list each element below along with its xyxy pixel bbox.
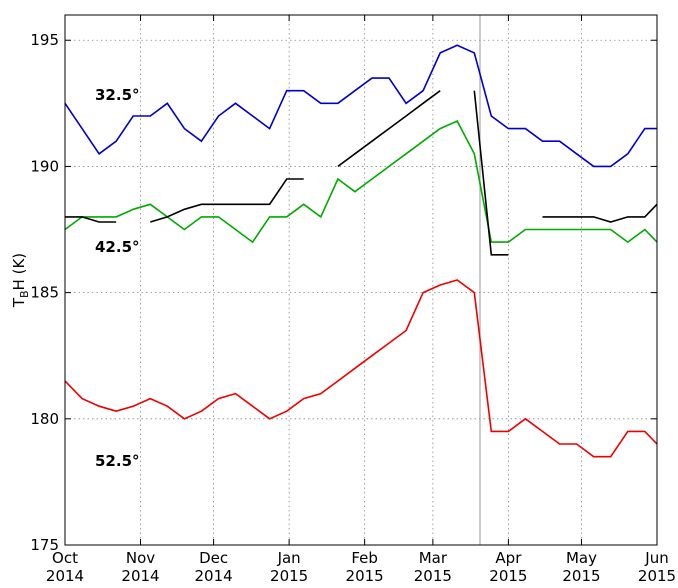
x-tick-label: Feb 2015 (346, 549, 384, 584)
x-tick-label: Apr 2015 (489, 549, 527, 584)
y-label-sub: B (18, 290, 31, 298)
y-tick-label: 175 (30, 536, 59, 554)
x-tick-label: Dec 2014 (195, 549, 233, 584)
series-label: 42.5° (95, 238, 140, 256)
series-line (64, 279, 658, 458)
x-tick-label: Jun 2015 (638, 549, 676, 584)
series-label: 52.5° (95, 452, 140, 470)
x-tick-label: Jan 2015 (270, 549, 308, 584)
series-line (64, 119, 658, 244)
x-tick-label: Mar 2015 (414, 549, 452, 584)
y-tick-label: 185 (30, 284, 59, 302)
y-axis-label: TBH (K) (10, 253, 31, 308)
series-line (65, 90, 658, 256)
x-tick-label: May 2015 (562, 549, 600, 584)
y-label-main: T (10, 297, 28, 308)
y-tick-label: 190 (30, 157, 59, 175)
y-tick-label: 195 (30, 31, 59, 49)
series-label: 32.5° (95, 86, 140, 104)
plot-frame (64, 14, 658, 546)
series-line (64, 44, 657, 168)
y-label-rest: H (K) (10, 253, 28, 291)
x-tick-label: Nov 2014 (121, 549, 159, 584)
x-tick-label: Oct 2014 (46, 549, 84, 584)
y-tick-label: 180 (30, 410, 59, 428)
